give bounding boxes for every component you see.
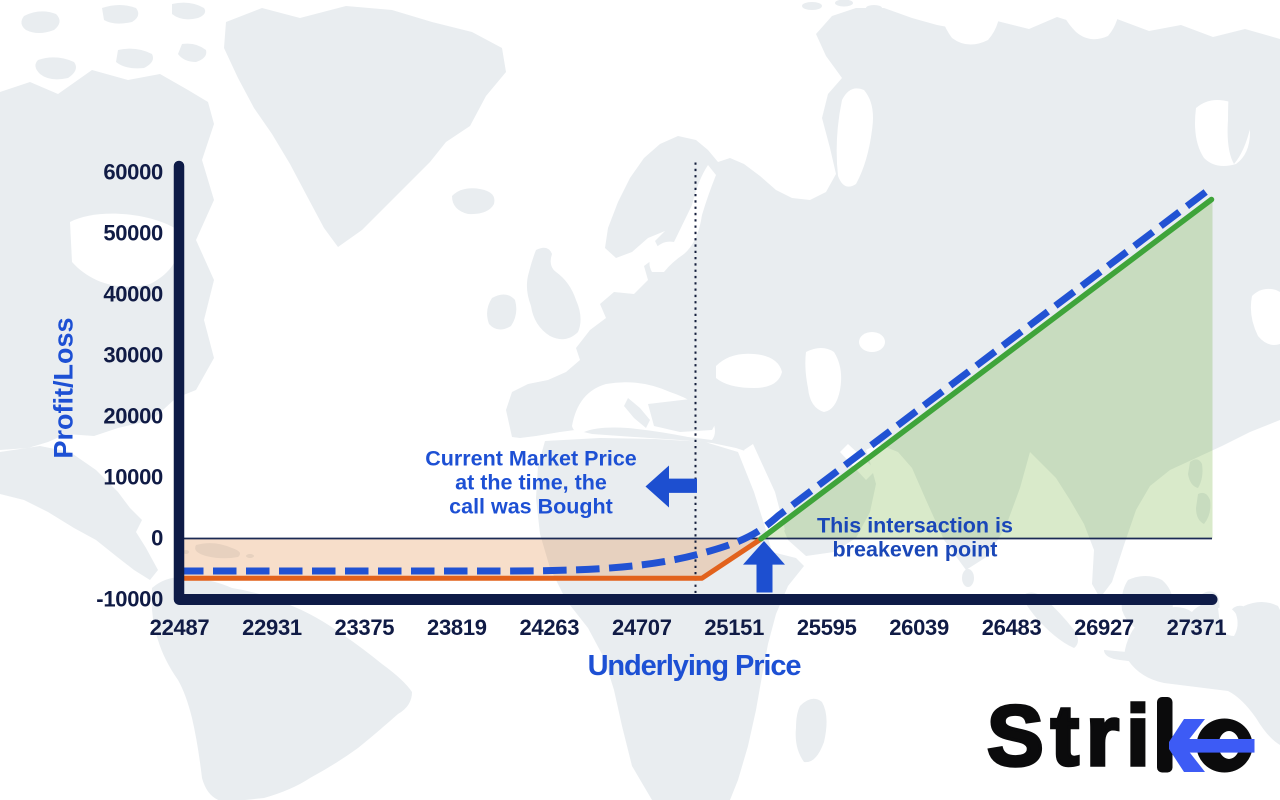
svg-text:23375: 23375 [335,615,395,640]
svg-text:24707: 24707 [612,615,672,640]
svg-text:26039: 26039 [889,615,949,640]
svg-text:30000: 30000 [103,343,163,368]
svg-text:at the time, the: at the time, the [455,471,607,495]
svg-text:0: 0 [151,526,163,551]
svg-text:22487: 22487 [150,615,210,640]
svg-text:22931: 22931 [242,615,302,640]
svg-text:26927: 26927 [1074,615,1134,640]
svg-text:-10000: -10000 [96,587,163,612]
svg-text:call was Bought: call was Bought [449,495,613,519]
svg-text:24263: 24263 [519,615,579,640]
svg-text:50000: 50000 [103,221,163,246]
svg-text:26483: 26483 [982,615,1042,640]
svg-text:20000: 20000 [103,404,163,429]
svg-text:10000: 10000 [103,465,163,490]
svg-text:25151: 25151 [704,615,764,640]
svg-text:breakeven point: breakeven point [833,538,998,562]
svg-text:Profit/Loss: Profit/Loss [48,317,78,458]
svg-text:27371: 27371 [1167,615,1227,640]
svg-text:23819: 23819 [427,615,487,640]
svg-text:Current Market Price: Current Market Price [425,447,637,471]
svg-text:This intersaction is: This intersaction is [817,514,1013,538]
svg-text:Stri: Stri [987,689,1157,784]
svg-text:Underlying Price: Underlying Price [588,650,802,682]
svg-text:60000: 60000 [103,160,163,185]
svg-text:40000: 40000 [103,282,163,307]
svg-text:25595: 25595 [797,615,857,640]
